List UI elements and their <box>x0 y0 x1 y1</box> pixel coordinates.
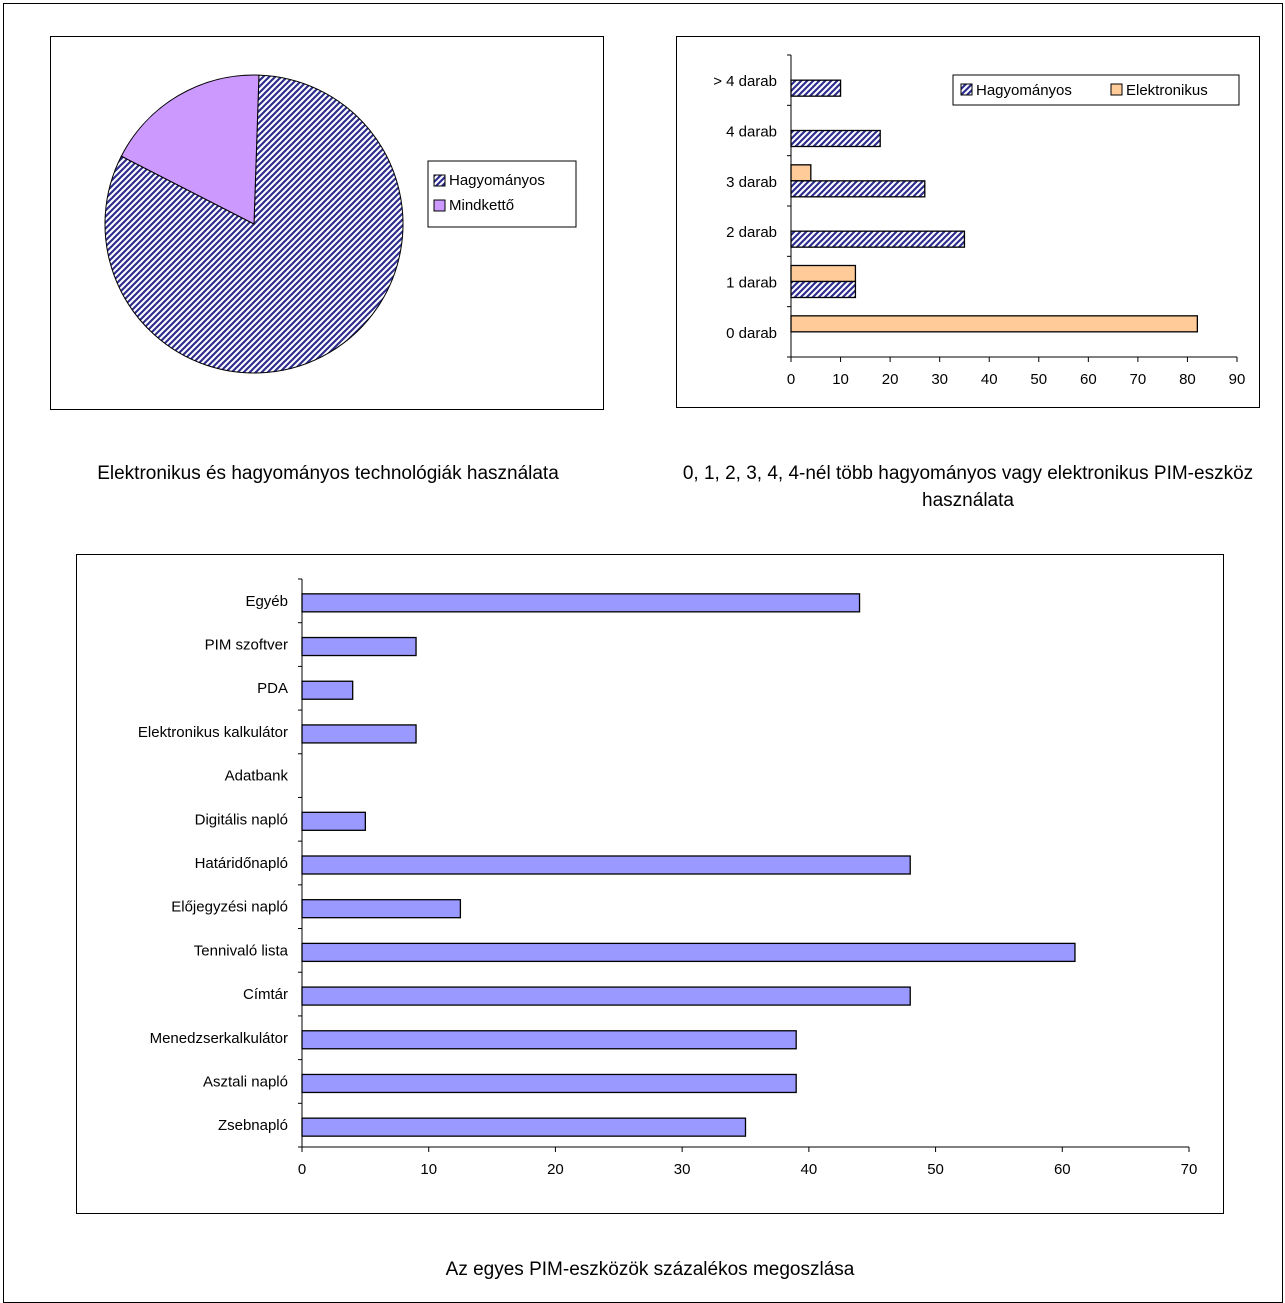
bar-tool <box>301 724 417 744</box>
bar-tool <box>301 986 911 1006</box>
x-tick-label: 40 <box>801 1161 818 1178</box>
y-tick-label: Elektronikus kalkulátor <box>138 724 288 741</box>
x-tick-label: 40 <box>981 371 998 388</box>
tools-chart-panel: 0 10 20 30 40 50 60 70 Zsebnapló Asztali napló Men… <box>76 554 1224 1214</box>
count-legend-label: Hagyományos <box>976 82 1072 99</box>
pie-legend <box>427 160 577 228</box>
bar-elektronikus <box>790 315 1199 333</box>
bar-tool <box>301 636 417 657</box>
pie-slice-mindketto <box>120 74 260 225</box>
pie-chart-panel: Hagyományos Mindkettő <box>50 36 604 410</box>
count-legend-swatch <box>1110 83 1123 96</box>
y-tick-label: Adatbank <box>225 768 289 785</box>
count-legend <box>952 74 1240 106</box>
pie-chart: Hagyományos Mindkettő <box>104 74 577 374</box>
y-tick-label: 3 darab <box>726 174 777 191</box>
y-tick-label: Asztali napló <box>203 1073 288 1090</box>
count-legend-swatch <box>960 83 973 96</box>
x-tick-label: 50 <box>1030 371 1047 388</box>
pie-legend-swatch <box>433 174 446 187</box>
y-tick-label: 1 darab <box>726 275 777 292</box>
x-tick-label: 80 <box>1179 371 1196 388</box>
bar-tool <box>301 1073 797 1094</box>
y-tick-label: > 4 darab <box>713 73 777 90</box>
x-tick-label: 90 <box>1229 371 1246 388</box>
count-bar-chart: 0 10 20 30 40 50 60 70 80 90 0 darab 1 darab 2 darab… <box>713 54 1246 388</box>
count-legend-label: Elektronikus <box>1126 82 1208 99</box>
y-tick-label: Határidőnapló <box>195 855 288 872</box>
bar-tool <box>301 811 367 831</box>
y-tick-label: Menedzserkalkulátor <box>150 1030 288 1047</box>
x-tick-label: 60 <box>1054 1161 1071 1178</box>
tools-caption: Az egyes PIM-eszközök százalékos megoszl… <box>445 1259 855 1280</box>
x-tick-label: 0 <box>298 1161 306 1178</box>
pie-legend-label: Hagyományos <box>449 172 545 189</box>
x-tick-label: 50 <box>927 1161 944 1178</box>
y-tick-label: Előjegyzési napló <box>171 899 288 916</box>
bar-hagyomanyos <box>790 180 926 198</box>
y-tick-label: Digitális napló <box>195 811 288 828</box>
bar-elektronikus <box>790 164 812 182</box>
x-tick-label: 60 <box>1080 371 1097 388</box>
bar-hagyomanyos <box>790 280 857 299</box>
bar-hagyomanyos <box>790 230 966 248</box>
bar-tool <box>301 855 911 875</box>
bar-hagyomanyos <box>790 129 881 148</box>
y-tick-label: 0 darab <box>726 325 777 342</box>
count-caption: 0, 1, 2, 3, 4, 4-nél több hagyományos va… <box>682 463 1254 511</box>
y-tick-label: Tennivaló lista <box>194 942 289 959</box>
x-tick-label: 30 <box>931 371 948 388</box>
x-tick-label: 20 <box>547 1161 564 1178</box>
x-tick-label: 30 <box>674 1161 691 1178</box>
pie-legend-swatch <box>433 199 446 212</box>
y-tick-label: PDA <box>257 680 288 697</box>
bar-tool <box>301 593 861 613</box>
x-tick-label: 10 <box>420 1161 437 1178</box>
x-tick-label: 70 <box>1130 371 1147 388</box>
bar-tool <box>301 942 1076 963</box>
y-tick-label: 2 darab <box>726 224 777 241</box>
bar-tool <box>301 899 462 919</box>
x-tick-label: 70 <box>1181 1161 1198 1178</box>
tools-bar-chart: 0 10 20 30 40 50 60 70 Zsebnapló Asztali napló Men… <box>138 578 1198 1178</box>
bar-tool <box>301 1117 747 1137</box>
y-tick-label: Zsebnapló <box>218 1117 288 1134</box>
x-tick-label: 10 <box>832 371 849 388</box>
y-tick-label: 4 darab <box>726 124 777 141</box>
y-tick-label: PIM szoftver <box>205 637 288 654</box>
pie-caption: Elektronikus és hagyományos technológiák… <box>97 463 559 484</box>
y-tick-label: Címtár <box>243 986 288 1003</box>
pie-legend-label: Mindkettő <box>449 197 514 214</box>
y-tick-label: Egyéb <box>245 593 288 610</box>
count-chart-panel: 0 10 20 30 40 50 60 70 80 90 0 darab 1 darab 2 darab… <box>676 36 1260 408</box>
x-tick-label: 0 <box>787 371 795 388</box>
bar-tool <box>301 1030 797 1050</box>
bar-hagyomanyos <box>790 79 842 97</box>
bar-elektronikus <box>790 264 857 283</box>
x-tick-label: 20 <box>882 371 899 388</box>
bar-tool <box>301 680 354 700</box>
